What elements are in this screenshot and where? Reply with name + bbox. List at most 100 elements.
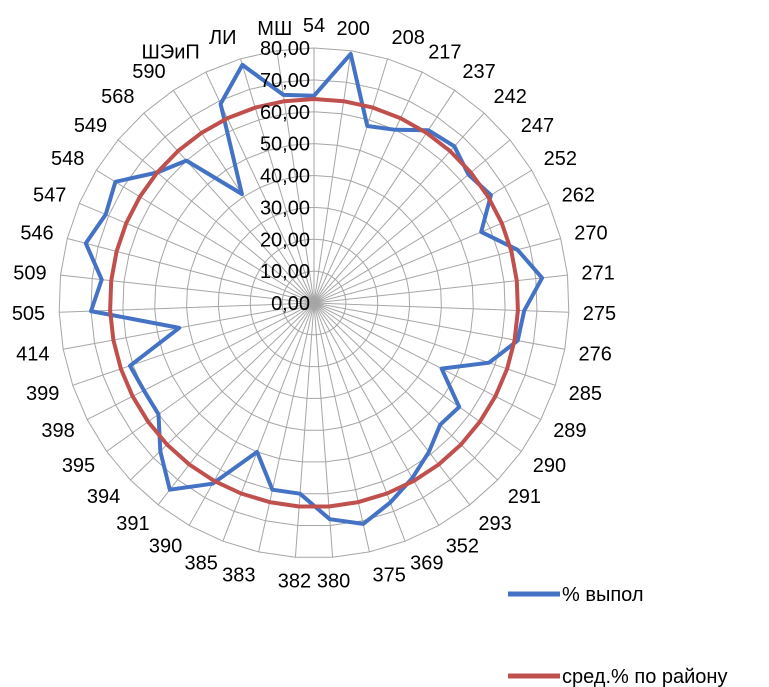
grid-spoke-6: [313, 139, 511, 304]
grid-spoke-30: [72, 302, 315, 386]
grid-spoke-16: [313, 302, 498, 481]
grid-spoke-23: [258, 302, 315, 553]
category-label: ЛИ: [209, 27, 237, 49]
legend-label: % выпол: [562, 584, 644, 606]
category-label: 505: [12, 303, 45, 325]
grid-ring-6: [122, 111, 506, 495]
category-label: 252: [544, 148, 577, 170]
category-label: 549: [74, 115, 107, 137]
grid-spoke-25: [188, 302, 315, 526]
radial-tick-label: 40,00: [260, 166, 310, 188]
category-label: 390: [149, 535, 182, 557]
category-label: 54: [303, 15, 325, 37]
radial-tick-label: 60,00: [260, 102, 310, 124]
grid-ring-1: [281, 270, 347, 336]
grid-spoke-9: [313, 238, 561, 304]
category-label: 276: [579, 344, 612, 366]
category-label: 375: [373, 564, 406, 586]
grid-spoke-4: [313, 90, 456, 304]
category-label: 414: [16, 344, 49, 366]
grid-spoke-29: [86, 302, 315, 421]
category-label: 289: [553, 420, 586, 442]
radial-tick-labels: 0,00 10,00 20,00 30,00 40,00 50,00 60,00 70,00 8…: [260, 38, 310, 315]
category-label: 380: [317, 570, 350, 592]
category-label: 590: [132, 61, 165, 83]
grid-spoke-22: [294, 302, 315, 558]
category-label: 509: [13, 263, 46, 285]
category-label: 398: [41, 420, 74, 442]
grid-spoke-37: [117, 139, 315, 304]
grid-spoke-35: [79, 202, 315, 304]
grid-spoke-12: [313, 302, 565, 350]
grid-spoke-2: [313, 58, 388, 304]
grid-spoke-5: [313, 112, 485, 304]
category-label: 271: [581, 263, 614, 285]
grid-spoke-1: [313, 50, 352, 304]
category-label: 395: [62, 455, 95, 477]
category-label: 352: [446, 535, 479, 557]
grid-spoke-7: [313, 169, 532, 304]
radar-series: [83, 51, 545, 526]
category-label: 369: [410, 553, 443, 575]
grid-spoke-20: [313, 302, 370, 553]
grid-spoke-28: [106, 302, 315, 452]
grid-spoke-24: [222, 302, 315, 542]
radial-tick-label: 80,00: [260, 38, 310, 60]
grid-ring-4: [186, 174, 442, 431]
grid-spoke-26: [157, 302, 315, 506]
category-label: 270: [574, 223, 607, 245]
category-label: 383: [222, 564, 255, 586]
grid-spoke-41: [240, 58, 315, 304]
category-label: 399: [26, 383, 59, 405]
category-label: 547: [33, 184, 66, 206]
series-line-1: [108, 97, 520, 509]
grid-ring-7: [90, 79, 538, 526]
category-label: 546: [20, 223, 53, 245]
legend-label: сред.% по району: [562, 666, 727, 687]
radial-tick-label: 20,00: [260, 229, 310, 251]
category-label: 568: [101, 86, 134, 108]
category-label: ШЭиП: [142, 41, 200, 63]
grid-spoke-8: [313, 202, 549, 304]
grid-spoke-39: [172, 90, 315, 304]
grid-spoke-38: [143, 112, 315, 304]
category-label: 385: [185, 553, 218, 575]
grid-spoke-13: [313, 302, 556, 386]
radial-tick-label: 10,00: [260, 261, 310, 283]
grid-ring-8: [58, 47, 570, 558]
category-label: 293: [478, 513, 511, 535]
grid-ring-5: [154, 143, 474, 463]
category-label: 275: [583, 303, 616, 325]
grid-spoke-31: [63, 302, 315, 350]
grid-spoke-15: [313, 302, 522, 452]
grid-spoke-18: [313, 302, 440, 526]
grid-spoke-32: [59, 302, 315, 313]
grid-spoke-14: [313, 302, 542, 421]
category-label: 247: [521, 115, 554, 137]
radial-tick-label: 70,00: [260, 70, 310, 92]
category-label: 382: [278, 570, 311, 592]
grid-ring-2: [249, 238, 379, 368]
category-label: 237: [462, 61, 495, 83]
category-label: 394: [87, 486, 120, 508]
radial-tick-label: 50,00: [260, 134, 310, 156]
category-label: МШ: [257, 18, 292, 40]
category-label: 217: [428, 41, 461, 63]
radar-grid: [58, 47, 570, 558]
grid-spoke-10: [313, 274, 568, 304]
grid-spoke-3: [313, 71, 423, 304]
legend: % выпол сред.% по району: [508, 584, 727, 687]
grid-spoke-34: [67, 238, 315, 304]
category-label: 262: [562, 184, 595, 206]
category-label: 391: [116, 513, 149, 535]
grid-spoke-36: [96, 169, 315, 304]
radial-tick-label: 0,00: [271, 293, 310, 315]
grid-ring-3: [217, 206, 411, 399]
radial-tick-label: 30,00: [260, 197, 310, 219]
grid-spoke-17: [313, 302, 471, 506]
category-label: 285: [569, 383, 602, 405]
category-label: 548: [51, 148, 84, 170]
category-label: 290: [533, 455, 566, 477]
grid-spoke-21: [313, 302, 334, 558]
